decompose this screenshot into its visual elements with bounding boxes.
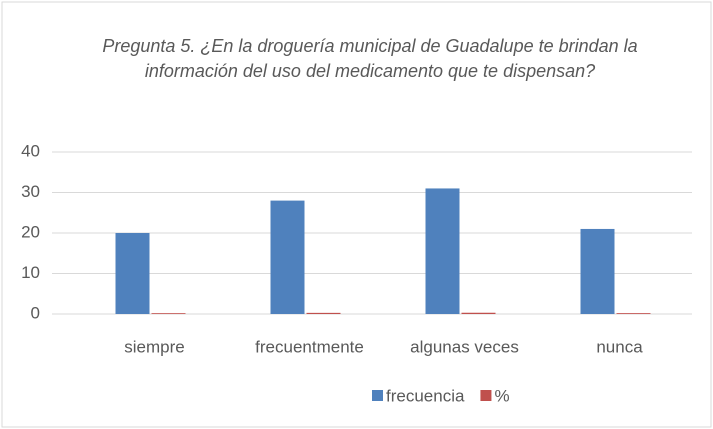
x-tick-label: nunca: [596, 337, 643, 356]
bar: [151, 313, 186, 314]
y-tick-label: 20: [21, 222, 40, 241]
bar: [616, 313, 651, 314]
x-tick-label: frecuentmente: [255, 337, 364, 356]
bar: [306, 312, 341, 314]
bar: [461, 312, 496, 314]
bar: [425, 188, 460, 314]
y-tick-label: 40: [21, 141, 40, 160]
y-tick-label: 0: [31, 303, 40, 322]
bar: [115, 233, 150, 314]
y-tick-label: 30: [21, 182, 40, 201]
bar: [580, 228, 615, 314]
bar: [270, 200, 305, 314]
chart-title: Pregunta 5. ¿En la droguería municipal d…: [102, 36, 638, 81]
legend-label: %: [494, 386, 509, 405]
y-tick-label: 10: [21, 263, 40, 282]
legend-swatch: [480, 390, 492, 401]
x-tick-label: algunas veces: [410, 337, 519, 356]
x-tick-label: siempre: [124, 337, 184, 356]
legend-swatch: [372, 390, 383, 401]
legend-label: frecuencia: [386, 386, 465, 405]
